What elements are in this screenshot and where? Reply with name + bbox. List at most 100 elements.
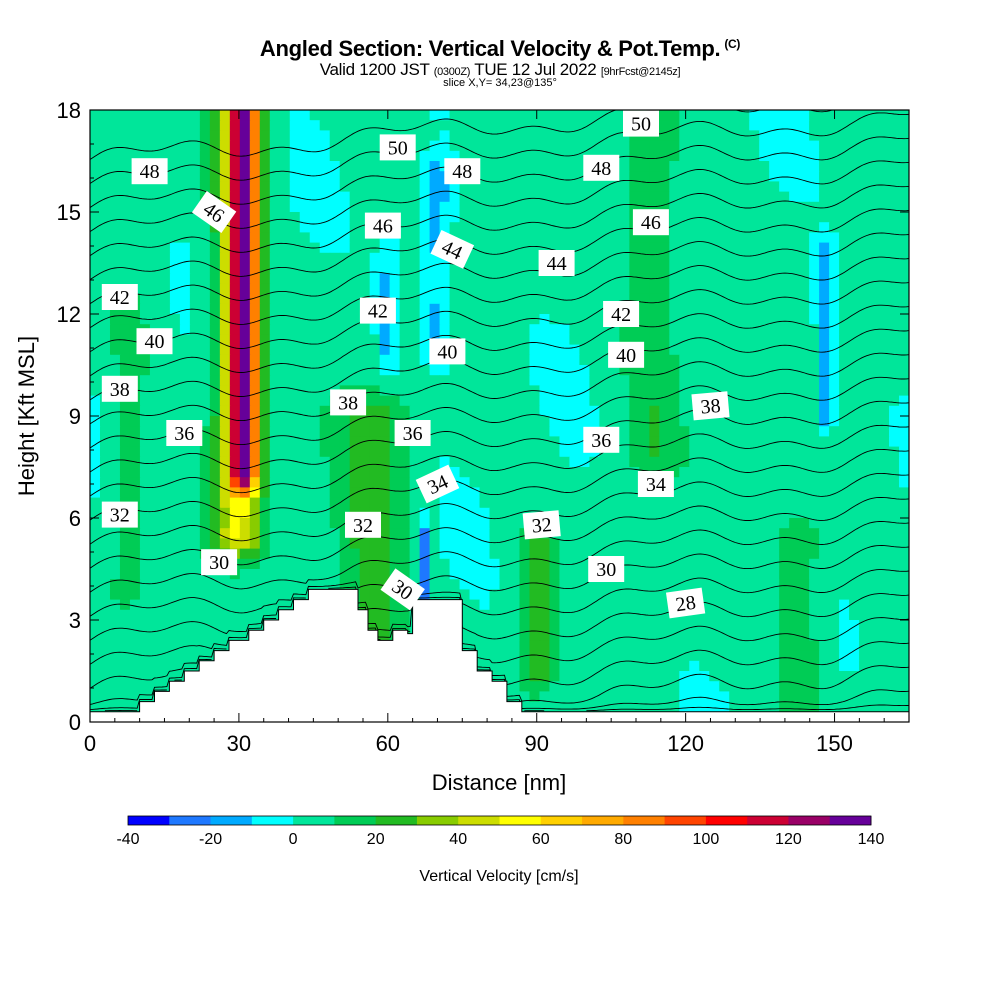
velocity-cell [120, 589, 131, 600]
velocity-cell [769, 508, 780, 519]
velocity-cell [130, 661, 141, 672]
velocity-cell [320, 110, 331, 121]
velocity-cell [769, 691, 780, 702]
velocity-cell [410, 518, 421, 529]
velocity-cell [440, 579, 451, 590]
velocity-cell [270, 304, 281, 315]
velocity-cell [290, 314, 301, 325]
velocity-cell [899, 477, 910, 488]
velocity-cell [699, 640, 710, 651]
velocity-cell [250, 355, 261, 366]
velocity-cell [340, 263, 351, 274]
velocity-cell [460, 294, 471, 305]
velocity-cell [280, 171, 291, 182]
velocity-cell [779, 181, 790, 192]
velocity-cell [539, 396, 550, 407]
velocity-cell [769, 518, 780, 529]
velocity-cell [699, 375, 710, 386]
velocity-cell [749, 314, 760, 325]
velocity-cell [659, 447, 670, 458]
velocity-cell [579, 498, 590, 509]
velocity-cell [110, 630, 121, 641]
velocity-cell [739, 457, 750, 468]
velocity-cell [649, 385, 660, 396]
velocity-cell [739, 549, 750, 560]
velocity-cell [779, 110, 790, 121]
velocity-cell [719, 661, 730, 672]
velocity-cell [519, 569, 530, 580]
velocity-cell [430, 314, 441, 325]
velocity-cell [400, 120, 411, 131]
velocity-cell [160, 589, 171, 600]
velocity-cell [370, 406, 381, 417]
velocity-cell [180, 334, 191, 345]
velocity-cell [819, 508, 830, 519]
velocity-cell [829, 232, 840, 243]
velocity-cell [300, 447, 311, 458]
velocity-cell [260, 161, 271, 172]
velocity-cell [879, 263, 890, 274]
velocity-cell [589, 467, 600, 478]
velocity-cell [729, 396, 740, 407]
velocity-cell [529, 110, 540, 121]
velocity-cell [739, 324, 750, 335]
velocity-cell [769, 671, 780, 682]
velocity-cell [559, 192, 570, 203]
velocity-cell [529, 498, 540, 509]
velocity-cell [629, 426, 640, 437]
velocity-cell [729, 120, 740, 131]
velocity-cell [889, 396, 900, 407]
velocity-cell [719, 477, 730, 488]
velocity-cell [519, 130, 530, 141]
velocity-cell [609, 192, 620, 203]
velocity-cell [639, 181, 650, 192]
velocity-cell [719, 508, 730, 519]
velocity-cell [579, 283, 590, 294]
velocity-cell [150, 447, 161, 458]
velocity-cell [390, 559, 401, 570]
velocity-cell [779, 691, 790, 702]
velocity-cell [180, 202, 191, 213]
velocity-cell [210, 406, 221, 417]
velocity-cell [180, 487, 191, 498]
velocity-cell [829, 549, 840, 560]
velocity-cell [160, 202, 171, 213]
velocity-cell [380, 620, 391, 631]
velocity-cell [649, 416, 660, 427]
velocity-cell [779, 651, 790, 662]
velocity-cell [749, 671, 760, 682]
velocity-cell [649, 375, 660, 386]
velocity-cell [569, 569, 580, 580]
velocity-cell [769, 467, 780, 478]
velocity-cell [340, 447, 351, 458]
velocity-cell [589, 538, 600, 549]
velocity-cell [759, 263, 770, 274]
velocity-cell [899, 549, 910, 560]
velocity-cell [320, 120, 331, 131]
velocity-cell [729, 314, 740, 325]
velocity-cell [300, 549, 311, 560]
velocity-cell [689, 222, 700, 233]
velocity-cell [689, 243, 700, 254]
velocity-cell [300, 151, 311, 162]
velocity-cell [739, 141, 750, 152]
velocity-cell [579, 110, 590, 121]
velocity-cell [549, 110, 560, 121]
velocity-cell [250, 498, 261, 509]
velocity-cell [90, 691, 101, 702]
velocity-cell [629, 161, 640, 172]
velocity-cell [390, 538, 401, 549]
velocity-cell [549, 702, 560, 713]
velocity-cell [280, 202, 291, 213]
velocity-cell [390, 477, 401, 488]
velocity-cell [420, 304, 431, 315]
velocity-cell [609, 640, 620, 651]
velocity-cell [759, 283, 770, 294]
velocity-cell [729, 600, 740, 611]
velocity-cell [220, 426, 231, 437]
velocity-cell [779, 396, 790, 407]
velocity-cell [100, 110, 111, 121]
velocity-cell [869, 691, 880, 702]
velocity-cell [480, 314, 491, 325]
velocity-cell [480, 141, 491, 152]
